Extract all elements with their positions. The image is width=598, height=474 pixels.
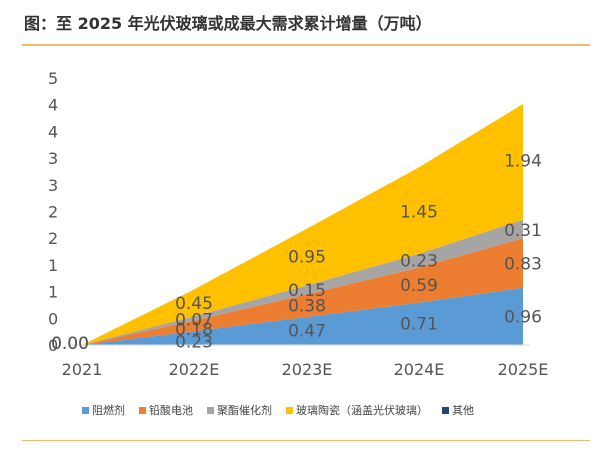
data-label: 0.47 [288, 322, 326, 342]
y-tick-label: 2 [48, 229, 58, 248]
area-series-0 [82, 287, 523, 345]
legend-label: 聚酯催化剂 [217, 404, 272, 417]
data-label: 1.45 [400, 202, 438, 222]
y-tick-label: 3 [48, 149, 58, 168]
legend-item: 其他 [442, 402, 474, 418]
bottom-rule [22, 440, 590, 441]
legend-item: 玻璃陶瓷（涵盖光伏玻璃） [286, 402, 428, 418]
legend-label: 铅酸电池 [149, 404, 193, 417]
x-tick-label: 2023E [282, 360, 333, 379]
legend-swatch [139, 406, 146, 414]
legend-item: 铅酸电池 [139, 402, 193, 418]
area-series-3 [82, 104, 523, 345]
legend-label: 玻璃陶瓷（涵盖光伏玻璃） [296, 404, 428, 417]
legend-swatch [442, 406, 449, 414]
y-tick-label: 1 [48, 256, 58, 275]
legend-swatch [82, 406, 89, 414]
data-label: 0.95 [288, 248, 326, 268]
data-label: 0.00 [51, 334, 89, 354]
y-tick-label: 3 [48, 176, 58, 195]
data-label: 0.45 [175, 294, 213, 314]
y-tick-label: 0 [48, 309, 58, 328]
chart-legend: 阻燃剂 铅酸电池 聚酯催化剂 玻璃陶瓷（涵盖光伏玻璃） 其他 [82, 402, 474, 418]
data-label: 0.23 [175, 332, 213, 352]
y-tick-label: 0 [48, 336, 58, 355]
data-label: 0.07 [175, 310, 213, 330]
x-tick-label: 2022E [169, 360, 220, 379]
data-label: 0.31 [504, 221, 542, 241]
data-label: 0.23 [400, 251, 438, 271]
data-label: 1.94 [504, 152, 542, 172]
legend-label: 其他 [452, 404, 474, 417]
x-tick-label: 2024E [394, 360, 445, 379]
y-tick-label: 5 [48, 69, 58, 88]
legend-item: 聚酯催化剂 [207, 402, 272, 418]
data-label: 0.59 [400, 276, 438, 296]
y-tick-label: 2 [48, 203, 58, 222]
y-tick-label: 4 [48, 122, 58, 141]
data-label: 0.15 [288, 281, 326, 301]
data-label: 0.83 [504, 254, 542, 274]
legend-swatch [286, 406, 293, 414]
legend-swatch [207, 406, 214, 414]
chart-title: 图：至 2025 年光伏玻璃或成最大需求累计增量（万吨） [24, 14, 432, 33]
area-series-1 [82, 238, 523, 345]
y-tick-label: 1 [48, 283, 58, 302]
data-label: 0.00 [51, 334, 89, 354]
legend-item: 阻燃剂 [82, 402, 125, 418]
legend-label: 阻燃剂 [92, 404, 125, 417]
data-label: 0.18 [175, 320, 213, 340]
y-tick-label: 4 [48, 96, 58, 115]
data-label: 0.96 [504, 307, 542, 327]
data-label: 0.71 [400, 315, 438, 335]
title-underline [22, 44, 590, 46]
x-tick-label: 2021 [62, 360, 103, 379]
data-label: 0.38 [288, 297, 326, 317]
x-tick-label: 2025E [498, 360, 549, 379]
